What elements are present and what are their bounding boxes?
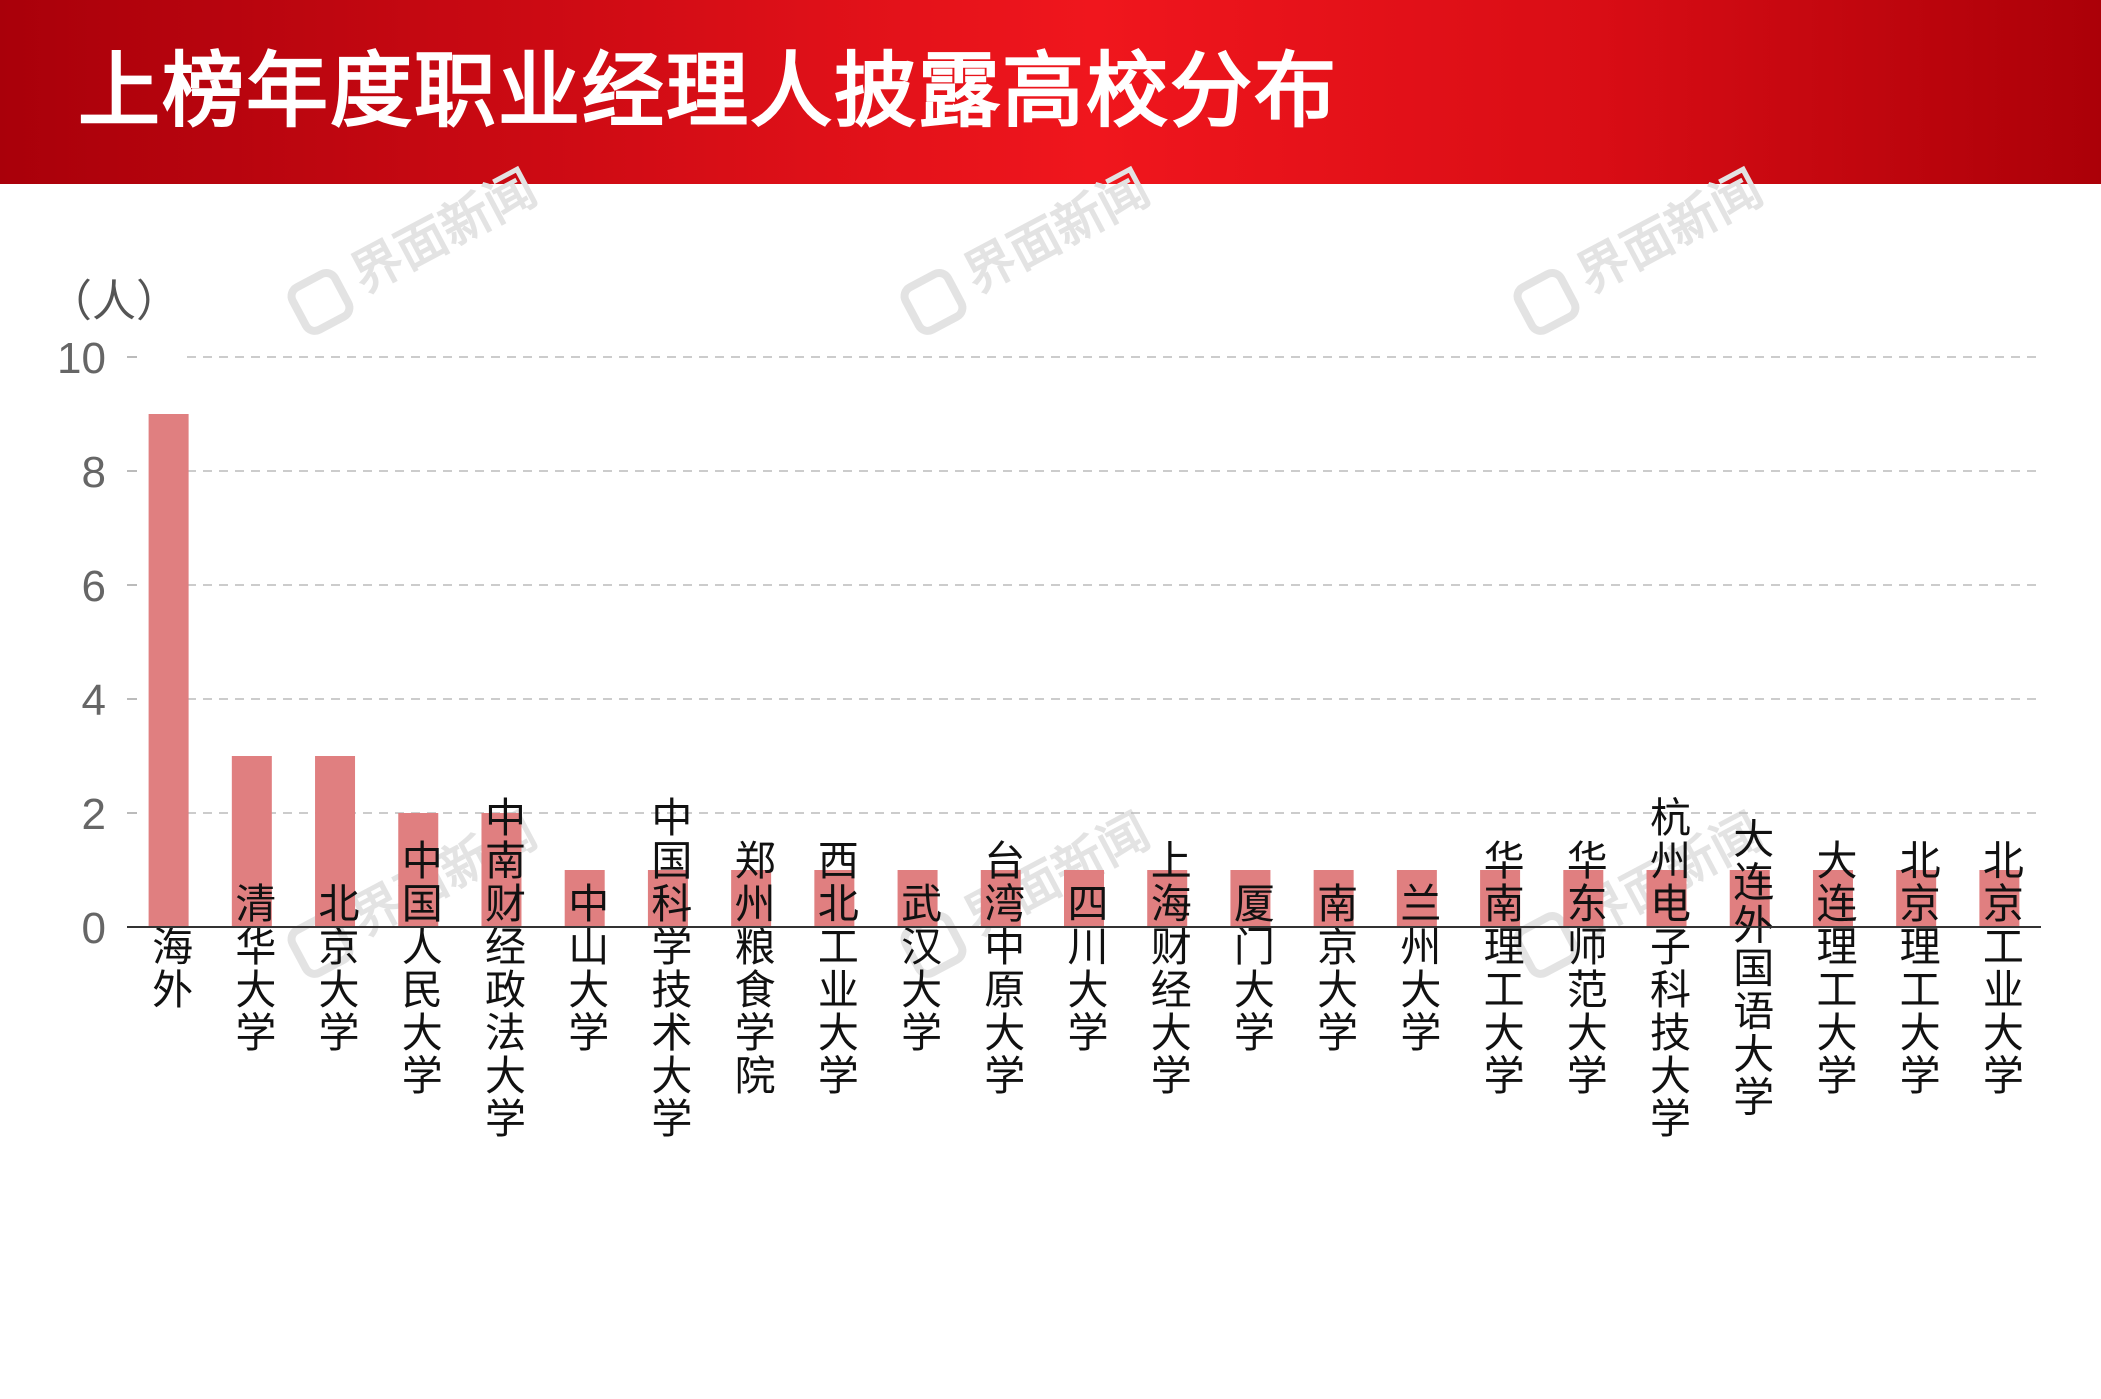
bar (1812, 870, 1853, 927)
y-axis-label: （人） (48, 276, 180, 327)
y-tick-label: 0 (82, 904, 106, 953)
bar (1896, 870, 1937, 927)
bar (731, 870, 772, 927)
x-tick-label: 厦门大学 (1226, 882, 1274, 1054)
y-tick-label: 6 (82, 562, 106, 611)
bar (897, 870, 938, 927)
bar (148, 414, 189, 927)
y-tick-label: 2 (82, 790, 106, 839)
y-tick-label: 10 (57, 334, 106, 383)
bar (1313, 870, 1354, 927)
y-tick-label: 8 (82, 448, 106, 497)
x-tick-label: 华南理工大学 (1476, 839, 1524, 1097)
page-title: 上榜年度职业经理人披露高校分布 (78, 44, 1339, 139)
bar (1563, 870, 1604, 927)
x-tick-label: 海外 (145, 925, 193, 1011)
x-tick-label: 杭州电子科技大学 (1643, 796, 1691, 1140)
y-tick-label: 4 (82, 676, 106, 725)
x-tick-label: 兰州大学 (1393, 882, 1441, 1054)
x-tick-label: 四川大学 (1060, 882, 1108, 1054)
x-tick-label: 大连外国语大学 (1726, 818, 1774, 1119)
x-tick-label: 西北工业大学 (810, 839, 858, 1097)
bar (814, 870, 855, 927)
bar (1729, 870, 1770, 927)
x-tick-label: 南京大学 (1310, 882, 1358, 1054)
x-tick-label: 北京工业大学 (1975, 839, 2023, 1097)
bar (1646, 870, 1687, 927)
x-tick-label: 北京大学 (311, 882, 359, 1054)
title-banner: 上榜年度职业经理人披露高校分布 (0, 0, 2101, 184)
x-tick-label: 台湾中原大学 (977, 839, 1025, 1097)
bar (647, 870, 688, 927)
bar (1396, 870, 1437, 927)
x-tick-label: 北京理工大学 (1892, 839, 1940, 1097)
x-tick-label: 武汉大学 (894, 882, 942, 1054)
bar (1147, 870, 1188, 927)
bar (564, 870, 605, 927)
x-tick-label: 中南财经政法大学 (477, 796, 525, 1140)
bar (980, 870, 1021, 927)
x-tick-label: 中国人民大学 (394, 839, 442, 1097)
bar (231, 756, 272, 927)
x-tick-label: 大连理工大学 (1809, 839, 1857, 1097)
bar (398, 813, 439, 927)
bar (1230, 870, 1271, 927)
x-tick-label: 清华大学 (228, 882, 276, 1054)
bar (481, 813, 522, 927)
bar (315, 756, 356, 927)
bar (1064, 870, 1104, 927)
x-tick-label: 郑州粮食学院 (727, 839, 775, 1097)
bar (1480, 870, 1521, 927)
x-tick-label: 中山大学 (561, 882, 609, 1054)
bar (1979, 870, 2020, 927)
x-tick-label: 华东师范大学 (1559, 839, 1607, 1097)
x-tick-label: 中国科学技术大学 (644, 796, 692, 1140)
x-tick-label: 上海财经大学 (1143, 839, 1191, 1097)
